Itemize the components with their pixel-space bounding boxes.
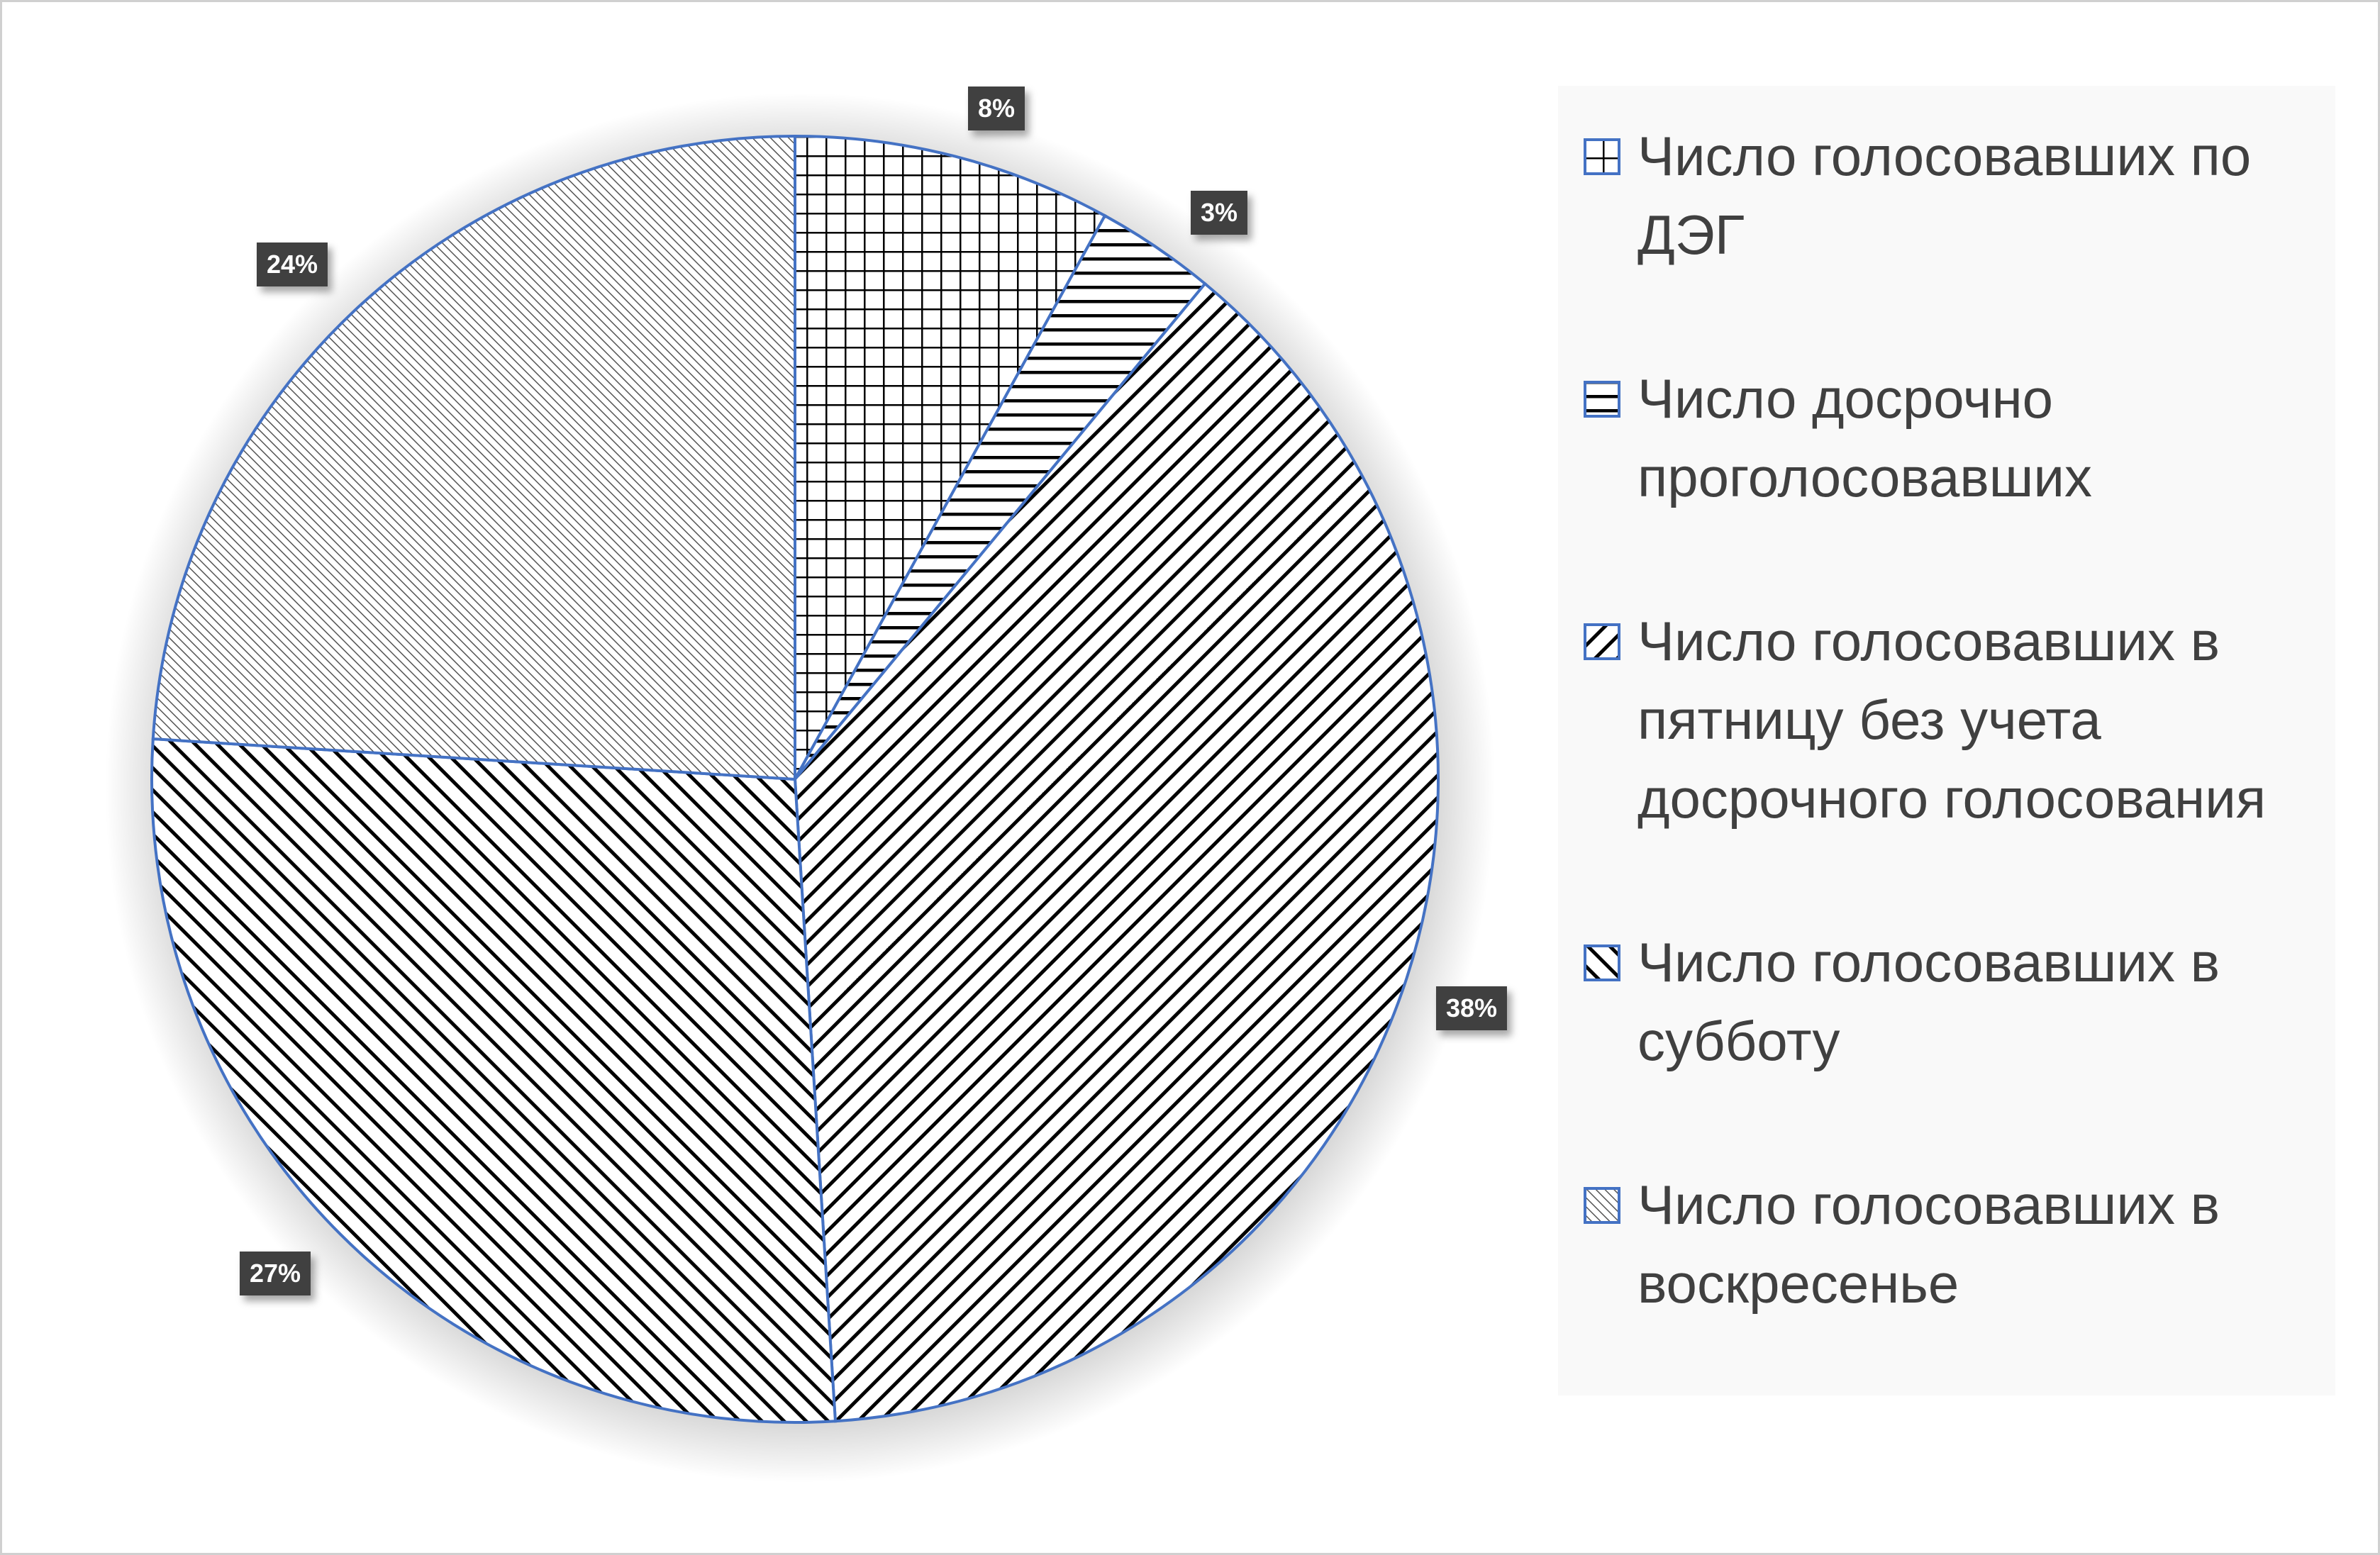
legend-swatch-horizontal-icon — [1584, 381, 1620, 418]
data-label: 8% — [967, 87, 1025, 130]
pie-slice — [150, 737, 838, 1424]
pie-slice — [793, 282, 1440, 1423]
legend-item: Число голосовавших в пятницу без учета д… — [1558, 602, 2335, 838]
data-label: 27% — [239, 1252, 311, 1295]
legend-swatch-downward-diagonal-icon — [1584, 623, 1620, 660]
legend-label: Число голосовавших в воскресенье — [1637, 1174, 2220, 1315]
legend-swatch-grid-icon — [1584, 138, 1620, 175]
legend-label: Число голосовавших в субботу — [1637, 931, 2220, 1072]
data-label: 24% — [256, 243, 328, 286]
legend-swatch-dense-diagonal-icon — [1584, 1187, 1620, 1224]
pie-slice — [151, 134, 796, 781]
data-label: 38% — [1435, 986, 1508, 1030]
legend-label: Число досрочно проголосовавших — [1637, 367, 2092, 508]
legend-label: Число голосовавших в пятницу без учета д… — [1637, 610, 2267, 830]
legend-swatch-upward-diagonal-icon — [1584, 944, 1620, 981]
legend-label: Число голосовавших по ДЭГ — [1637, 125, 2252, 266]
data-label: 3% — [1190, 191, 1248, 235]
legend-item: Число досрочно проголосовавших — [1558, 360, 2335, 517]
legend-item: Число голосовавших по ДЭГ — [1558, 117, 2335, 274]
pie-slice — [794, 134, 1107, 780]
legend-item: Число голосовавших в субботу — [1558, 923, 2335, 1081]
legend: Число голосовавших по ДЭГ Число досрочно… — [1558, 86, 2335, 1395]
legend-item: Число голосовавших в воскресенье — [1558, 1166, 2335, 1323]
